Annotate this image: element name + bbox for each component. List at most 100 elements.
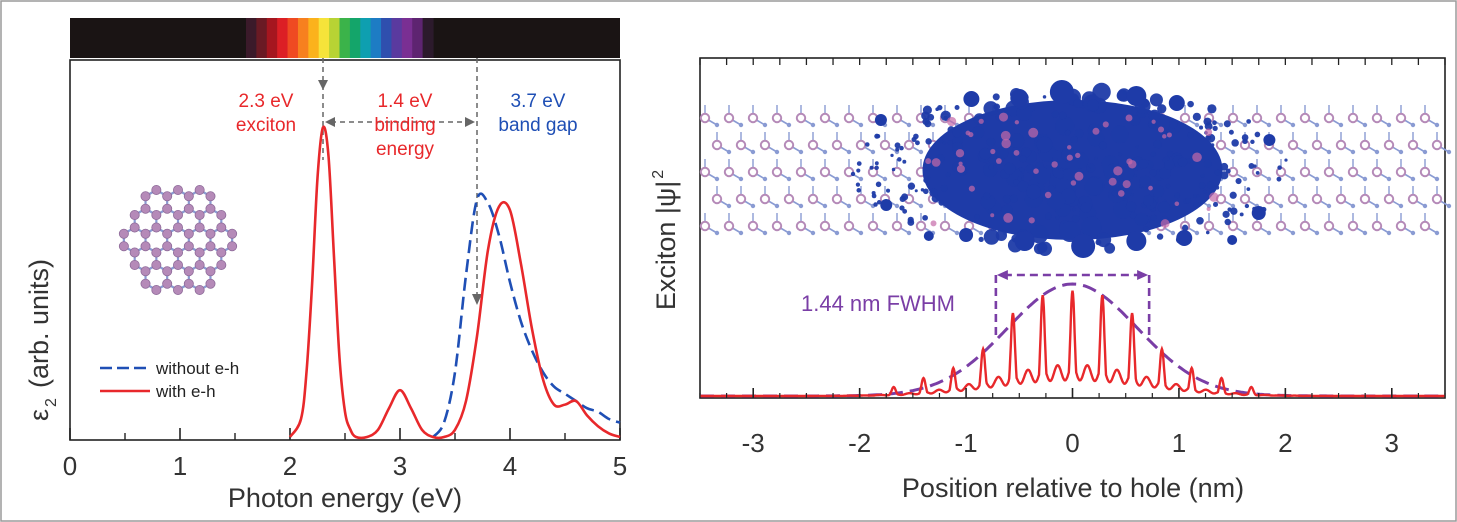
exciton-hole-highlight [931, 158, 941, 167]
lattice-atom [1431, 193, 1443, 205]
lattice-atom-small [1242, 230, 1248, 236]
exciton-density-blob [880, 199, 893, 211]
exciton-density-blob [1187, 132, 1194, 139]
exciton-density-blob [929, 188, 939, 198]
exciton-density-blob [947, 139, 954, 146]
lattice-atom [1311, 193, 1323, 205]
spectrum-color-band [360, 18, 372, 58]
exciton-density-blob [1202, 189, 1207, 194]
exciton-density-blob [1168, 95, 1185, 111]
spectrum-color-band [349, 18, 361, 58]
x-tick-label: -2 [848, 428, 871, 458]
annotation-bandgap-label: band gap [498, 115, 577, 136]
gaussian-envelope-line [700, 282, 1443, 398]
lattice-atom [819, 220, 831, 232]
lattice-atom [819, 166, 831, 178]
exciton-hole-highlight [1066, 154, 1073, 161]
x-tick-label: 2 [1278, 428, 1292, 458]
lattice-atom [1263, 193, 1275, 205]
lattice-atom-small [1434, 230, 1440, 236]
molecule-atom [194, 184, 205, 195]
exciton-density-blob [911, 136, 917, 143]
exciton-density-blob [927, 113, 935, 121]
lattice-atom-small [954, 230, 960, 236]
exciton-density-blob [979, 147, 992, 160]
exciton-density-blob [1205, 230, 1210, 235]
exciton-density-blob [1110, 125, 1129, 144]
exciton-density-blob [1074, 128, 1084, 139]
exciton-density-blob [1010, 89, 1029, 107]
molecule-atom [205, 228, 216, 239]
molecule-atom [194, 222, 205, 233]
spectrum-color-band [401, 18, 413, 58]
exciton-density-blob [1003, 162, 1016, 175]
lattice-atom [1419, 220, 1431, 232]
lattice-atom-small [1410, 122, 1416, 128]
exciton-density-blob [1223, 120, 1231, 128]
exciton-density-blob [1193, 201, 1200, 209]
exciton-density-blob [1166, 150, 1174, 157]
exciton-density-blob [1071, 234, 1096, 258]
lattice-atom-small [1410, 230, 1416, 236]
lattice-atom-small [1302, 149, 1308, 155]
exciton-density-blob [1086, 166, 1091, 172]
exciton-density-blob [1054, 116, 1075, 136]
exciton-density-blob [865, 142, 870, 147]
exciton-hole-highlight [1151, 119, 1156, 124]
lattice-atom [831, 139, 843, 151]
exciton-density-line [700, 290, 1445, 398]
exciton-density-blob [1014, 231, 1035, 251]
exciton-hole-highlight [1044, 191, 1052, 199]
lattice-atom [1371, 220, 1383, 232]
molecule-atom [140, 241, 151, 252]
molecule-atom [129, 247, 140, 258]
lattice-atom-small [810, 176, 816, 182]
fwhm-arrowhead-left [996, 270, 1008, 280]
lattice-atom-small [882, 176, 888, 182]
exciton-density-blob [1073, 98, 1083, 108]
exciton-density-blob [1222, 210, 1230, 218]
lattice-atom [1347, 112, 1359, 124]
exciton-density-blob [855, 182, 861, 187]
exciton-density-blob [1251, 206, 1266, 220]
lattice-atom [807, 139, 819, 151]
molecule-atom [227, 228, 238, 239]
exciton-density-blob [1037, 150, 1041, 154]
lattice-atom-small [738, 176, 744, 182]
exciton-density-blob [992, 93, 1000, 101]
ylabel-epsilon: ε [24, 409, 54, 421]
molecule-atom [194, 284, 205, 295]
lattice-atom-small [1326, 203, 1332, 209]
exciton-hole-highlight [990, 148, 996, 155]
lattice-atom-small [726, 149, 732, 155]
exciton-density-blob [1212, 120, 1217, 126]
exciton-density-blob [923, 177, 929, 183]
lattice-atom [1323, 166, 1335, 178]
lattice-atom-small [1338, 176, 1344, 182]
exciton-hole-highlight [1209, 192, 1219, 202]
exciton-density-blob [1284, 158, 1288, 162]
lattice-atom-small [726, 203, 732, 209]
exciton-density-blob [1001, 204, 1013, 216]
molecule-atom [162, 241, 173, 252]
exciton-hole-highlight [1070, 180, 1077, 186]
lattice-atom [783, 139, 795, 151]
right-ylabel-sup: 2 [650, 170, 667, 179]
lattice-atom-small [774, 149, 780, 155]
lattice-atom [1299, 220, 1311, 232]
lattice-atom-small [1290, 176, 1296, 182]
exciton-density-blob [1143, 226, 1150, 233]
exciton-density-blob [1133, 173, 1137, 177]
exciton-density-blob [1138, 159, 1149, 169]
molecule-atom [205, 203, 216, 214]
exciton-density-blob [1199, 125, 1204, 130]
spectrum-color-band [246, 18, 257, 58]
lattice-atom-small [858, 230, 864, 236]
exciton-density-blob [1241, 134, 1249, 141]
exciton-density-blob [897, 157, 902, 162]
x-tick-label: -3 [742, 428, 765, 458]
molecule-atom [216, 209, 227, 220]
exciton-density-blob [935, 107, 940, 112]
exciton-density-blob [1192, 194, 1197, 199]
exciton-density-blob [891, 167, 896, 172]
